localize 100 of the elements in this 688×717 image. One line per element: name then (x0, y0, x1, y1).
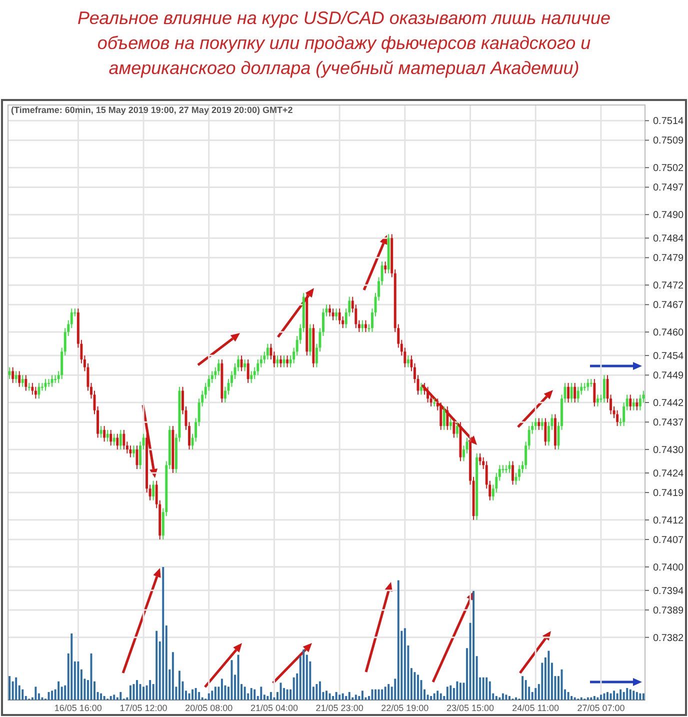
candlestick (540, 418, 544, 430)
candlestick (119, 429, 122, 450)
y-tick-label: 0.7437 (653, 418, 684, 429)
candlestick (335, 308, 338, 321)
candlestick (132, 445, 135, 458)
candlestick (570, 382, 573, 403)
candlestick (502, 464, 504, 474)
chart-title: Реальное влияние на курс USD/CAD оказывают лишь наличие объемов на покупку или продажу фьючерсов канадского и американского доллара (учебный материал Академии) (78, 8, 610, 78)
candlestick (332, 308, 334, 321)
candlestick (246, 358, 250, 384)
x-tick-label: 17/05 12:00 (120, 703, 168, 713)
candlestick (420, 382, 422, 396)
candlestick (590, 378, 592, 388)
candlestick (440, 402, 442, 430)
candlestick (244, 358, 246, 372)
candlestick (18, 370, 21, 388)
candlestick (583, 382, 586, 392)
candlestick (8, 366, 11, 380)
candlestick (122, 429, 126, 450)
candlestick (112, 433, 116, 446)
candlestick (100, 425, 102, 438)
candlestick (586, 378, 590, 392)
candlestick (452, 418, 456, 438)
y-tick-label: 0.7490 (653, 210, 684, 222)
candlestick (250, 370, 253, 384)
y-tick-label: 0.7419 (653, 488, 684, 500)
candlestick (629, 394, 632, 411)
candlestick (28, 382, 30, 392)
candlestick (266, 343, 269, 360)
candlestick (576, 386, 580, 403)
candlestick (103, 425, 106, 442)
candlestick (512, 460, 514, 486)
candlestick (364, 320, 367, 333)
candlestick (48, 378, 50, 388)
candlestick (21, 374, 24, 388)
candlestick (478, 452, 482, 466)
y-tick-label: 0.7472 (653, 280, 684, 292)
candlestick (446, 406, 449, 430)
y-tick-label: 0.7484 (653, 234, 684, 245)
candlestick (308, 324, 312, 356)
candlestick (442, 406, 446, 430)
y-tick-label: 0.7407 (653, 535, 684, 546)
y-tick-label: 0.7497 (653, 182, 684, 194)
candlestick (593, 378, 596, 407)
y-tick-label: 0.7514 (653, 116, 684, 128)
candlestick (50, 374, 54, 388)
candlestick (449, 418, 452, 430)
candlestick (504, 464, 508, 474)
x-tick-label: 20/05 08:00 (185, 703, 233, 713)
candlestick (12, 366, 14, 384)
candlestick (38, 382, 40, 400)
candlestick (426, 386, 430, 403)
x-tick-label: 24/05 11:00 (512, 703, 560, 713)
x-tick-label: 21/05 04:00 (250, 703, 298, 713)
candlestick (538, 418, 540, 430)
y-tick-label: 0.7442 (653, 398, 684, 409)
x-tick-label: 22/05 19:00 (381, 703, 429, 713)
candlestick (534, 418, 537, 430)
x-tick-label: 21/05 23:00 (316, 703, 364, 713)
candlestick (240, 355, 243, 372)
y-tick-label: 0.7502 (653, 163, 684, 174)
y-tick-label: 0.7509 (653, 136, 684, 147)
candlestick (106, 429, 109, 442)
chart-subtitle: (Timeframe: 60min, 15 May 2019 19:00, 27 May 2019 20:00) GMT+2 (11, 105, 293, 115)
y-tick-label: 0.7454 (653, 351, 684, 362)
candlestick (54, 374, 57, 384)
candlestick (328, 304, 331, 317)
x-tick-label: 23/05 15:00 (446, 703, 494, 713)
candlestick (286, 355, 289, 368)
candlestick (518, 464, 521, 482)
y-tick-label: 0.7460 (653, 328, 684, 339)
candlestick (14, 370, 18, 384)
candlestick (41, 382, 44, 392)
candlestick (636, 398, 638, 411)
candlestick (406, 355, 410, 368)
candlestick (632, 398, 635, 411)
candlestick (338, 308, 341, 325)
candlestick (152, 480, 155, 501)
y-tick-label: 0.7382 (653, 632, 684, 644)
y-tick-label: 0.7449 (653, 370, 684, 382)
candlestick (34, 386, 37, 400)
y-tick-label: 0.7389 (653, 605, 684, 616)
y-tick-label: 0.7479 (653, 253, 684, 264)
x-tick-label: 16/05 16:00 (54, 703, 102, 713)
candlestick (433, 398, 436, 407)
y-tick-label: 0.7400 (653, 562, 684, 574)
y-tick-label: 0.7467 (653, 300, 684, 312)
candlestick (596, 394, 599, 407)
y-tick-label: 0.7412 (653, 515, 684, 526)
candlestick (217, 358, 220, 376)
candlestick (616, 410, 619, 426)
candlestick (456, 422, 458, 438)
candlestick (129, 445, 132, 458)
candlestick (361, 320, 364, 333)
y-tick-label: 0.7424 (653, 468, 684, 480)
candlestick (638, 394, 642, 411)
candlestick (31, 382, 34, 396)
candlestick (280, 355, 282, 368)
candlestick (110, 429, 112, 446)
candlestick (384, 261, 387, 274)
